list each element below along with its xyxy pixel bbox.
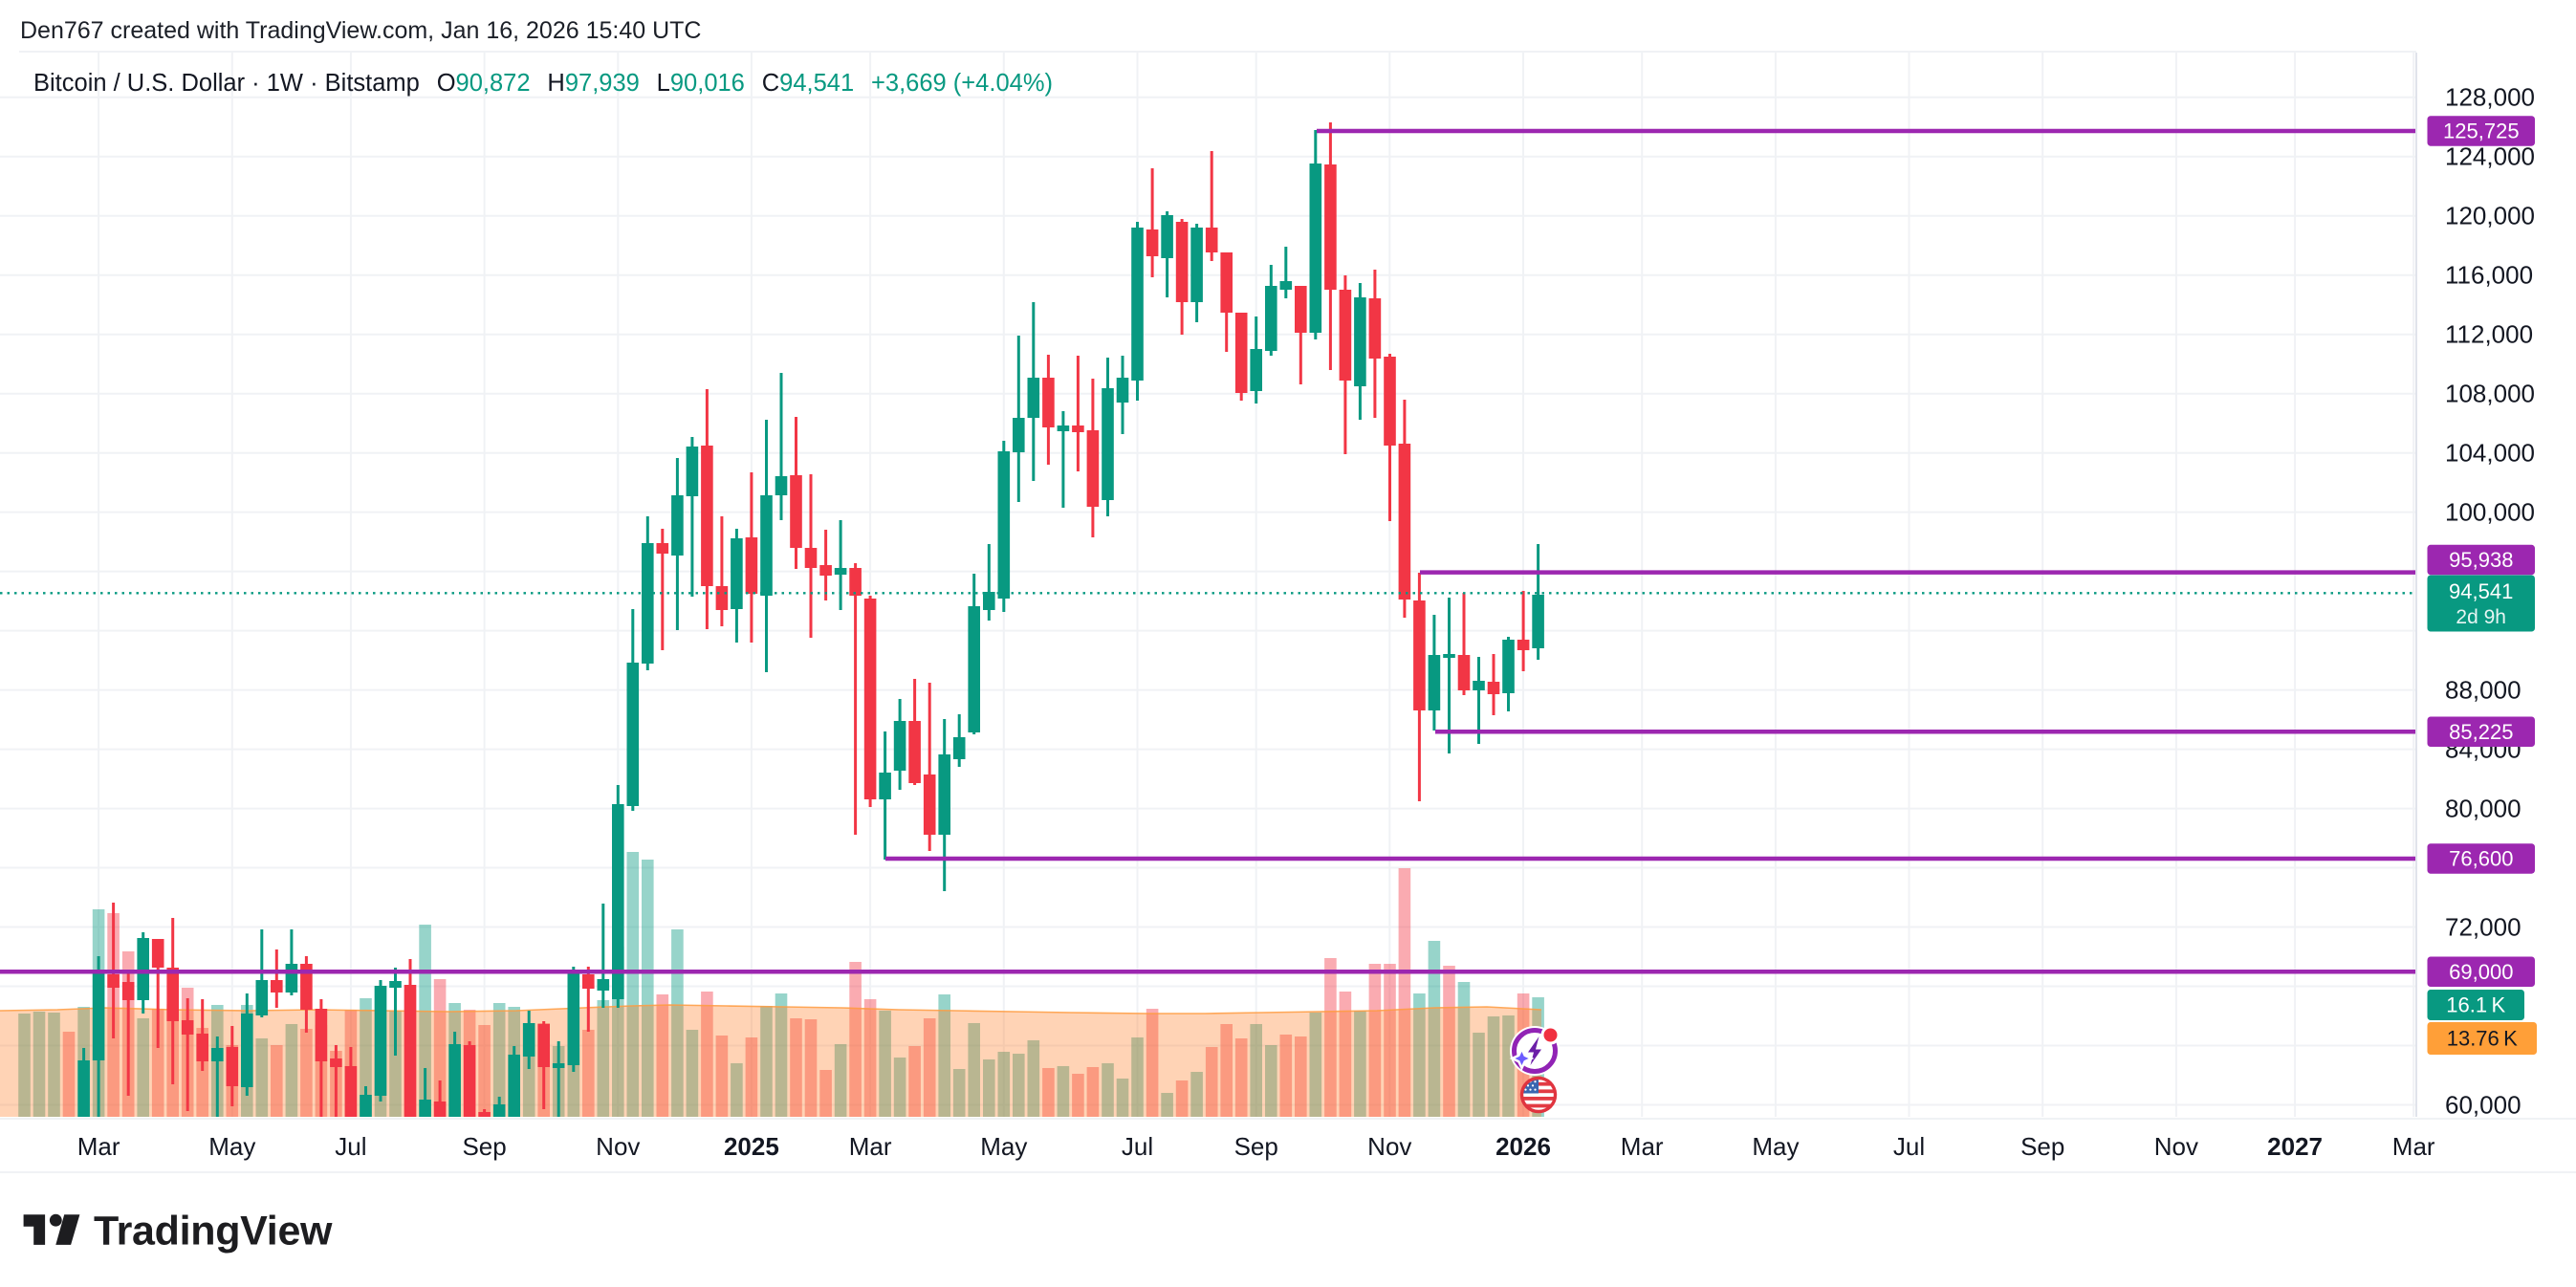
svg-text:72,000: 72,000 xyxy=(2445,913,2521,942)
svg-text:95,938: 95,938 xyxy=(2449,548,2513,572)
svg-text:69,000: 69,000 xyxy=(2449,960,2513,984)
svg-text:Sep: Sep xyxy=(2020,1132,2064,1161)
svg-text:104,000: 104,000 xyxy=(2445,439,2535,468)
svg-text:Jul: Jul xyxy=(335,1132,366,1161)
svg-text:Nov: Nov xyxy=(1367,1132,1411,1161)
svg-text:124,000: 124,000 xyxy=(2445,142,2535,171)
svg-text:94,541: 94,541 xyxy=(2449,579,2513,603)
svg-text:76,600: 76,600 xyxy=(2449,847,2513,871)
svg-text:88,000: 88,000 xyxy=(2445,676,2521,705)
svg-text:Mar: Mar xyxy=(1621,1132,1664,1161)
svg-text:Sep: Sep xyxy=(462,1132,506,1161)
svg-text:108,000: 108,000 xyxy=(2445,380,2535,408)
svg-text:13.76 K: 13.76 K xyxy=(2447,1027,2518,1051)
svg-text:2d 9h: 2d 9h xyxy=(2456,606,2506,628)
svg-text:Mar: Mar xyxy=(849,1132,892,1161)
svg-text:100,000: 100,000 xyxy=(2445,498,2535,527)
svg-text:Sep: Sep xyxy=(1234,1132,1278,1161)
svg-text:May: May xyxy=(980,1132,1027,1161)
svg-text:May: May xyxy=(1752,1132,1799,1161)
svg-text:125,725: 125,725 xyxy=(2443,120,2520,143)
svg-text:Mar: Mar xyxy=(2392,1132,2435,1161)
svg-text:2025: 2025 xyxy=(724,1132,779,1161)
svg-text:Jul: Jul xyxy=(1122,1132,1153,1161)
svg-text:Den767 created with TradingVie: Den767 created with TradingView.com, Jan… xyxy=(20,17,701,44)
svg-text:Nov: Nov xyxy=(2154,1132,2198,1161)
svg-text:60,000: 60,000 xyxy=(2445,1091,2521,1120)
svg-text:85,225: 85,225 xyxy=(2449,720,2513,744)
svg-text:80,000: 80,000 xyxy=(2445,795,2521,823)
svg-text:Mar: Mar xyxy=(77,1132,120,1161)
svg-text:May: May xyxy=(208,1132,255,1161)
svg-text:Bitcoin / U.S. Dollar · 1W · B: Bitcoin / U.S. Dollar · 1W · Bitstamp O9… xyxy=(33,70,1053,97)
svg-text:112,000: 112,000 xyxy=(2445,320,2533,349)
svg-text:2026: 2026 xyxy=(1495,1132,1551,1161)
svg-text:Nov: Nov xyxy=(596,1132,640,1161)
svg-text:128,000: 128,000 xyxy=(2445,83,2535,112)
svg-text:116,000: 116,000 xyxy=(2445,261,2533,290)
svg-text:120,000: 120,000 xyxy=(2445,202,2535,230)
svg-text:TradingView: TradingView xyxy=(94,1209,333,1254)
svg-text:2027: 2027 xyxy=(2267,1132,2323,1161)
svg-text:Jul: Jul xyxy=(1893,1132,1925,1161)
svg-text:16.1 K: 16.1 K xyxy=(2446,993,2505,1017)
